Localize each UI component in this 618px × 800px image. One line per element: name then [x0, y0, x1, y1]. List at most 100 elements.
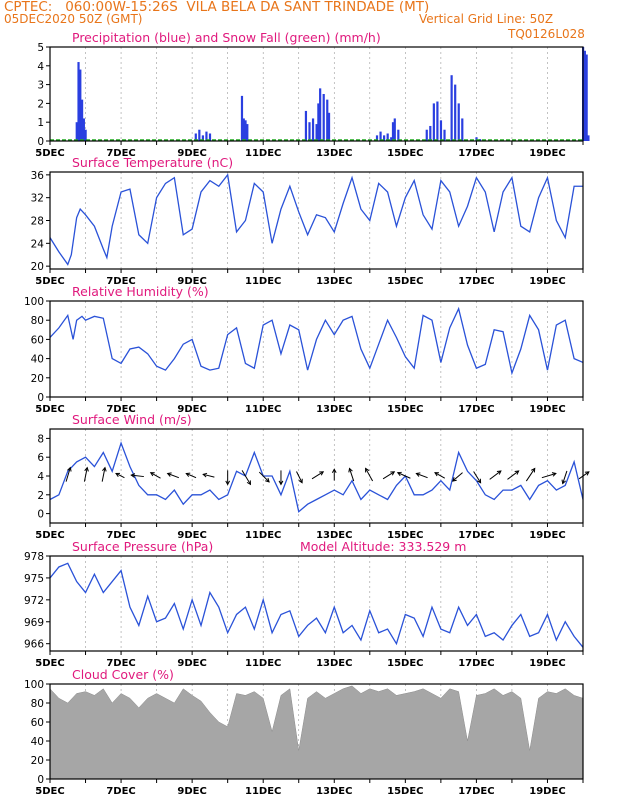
y-tick-label: 36	[31, 170, 45, 182]
y-tick-label: 8	[37, 433, 44, 445]
precip-bar	[240, 95, 244, 141]
x-tick-label: 17DEC	[458, 658, 494, 669]
x-tick-label: 17DEC	[458, 148, 494, 159]
header-location: CPTEC: 060:00W-15:26S VILA BELA DA SANT …	[4, 0, 430, 15]
y-tick-label: 2	[37, 98, 44, 110]
wind-arrowhead	[396, 471, 402, 477]
x-tick-label: 13DEC	[316, 276, 352, 287]
precip-bar	[327, 112, 331, 141]
precip-bar	[242, 118, 245, 141]
precip-bar	[80, 99, 84, 141]
wind-arrow	[452, 472, 463, 482]
y-tick-label: 4	[37, 471, 44, 483]
x-tick-label: 15DEC	[387, 148, 423, 159]
wind-arrowhead	[278, 480, 284, 486]
wind-arrowhead	[390, 471, 396, 476]
precip-bar	[246, 124, 249, 141]
x-tick-label: 9DEC	[177, 276, 206, 287]
wind-arrowhead	[365, 467, 370, 473]
y-tick-label: 0	[37, 509, 44, 521]
y-tick-label: 972	[24, 595, 44, 607]
x-tick-label: 11DEC	[245, 276, 281, 287]
wind-arrow	[434, 472, 446, 479]
wind-arrow	[382, 471, 395, 480]
y-tick-label: 0	[37, 136, 44, 148]
x-tick-label: 19DEC	[529, 530, 565, 541]
wind-arrow	[241, 470, 251, 485]
x-tick-label: 5DEC	[35, 404, 64, 415]
precip-bar	[315, 124, 318, 141]
precip-bar	[583, 50, 586, 142]
precip-bar	[461, 118, 464, 141]
x-tick-label: 5DEC	[35, 148, 64, 159]
wind-arrowhead	[84, 466, 89, 472]
precip-bar	[432, 103, 435, 141]
wind-arrowhead	[496, 470, 502, 475]
wind-arrow	[83, 467, 88, 482]
precip-bar	[478, 139, 482, 141]
y-tick-label: 1	[37, 117, 44, 129]
wind-arrow	[349, 468, 355, 482]
x-tick-label: 13DEC	[316, 404, 352, 415]
y-tick-label: 20	[31, 261, 44, 273]
precip-bar	[308, 122, 311, 141]
x-tick-label: 7DEC	[106, 148, 135, 159]
x-tick-label: 13DEC	[316, 658, 352, 669]
wind-arrowhead	[298, 478, 303, 484]
precip-bar	[322, 94, 325, 141]
x-tick-label: 13DEC	[316, 530, 352, 541]
header-datetime: 05DEC2020 50Z (GMT)	[4, 12, 143, 26]
x-tick-label: 15DEC	[387, 276, 423, 287]
y-tick-label: 60	[31, 717, 44, 729]
wind-arrowhead	[551, 472, 557, 477]
rh-plot-frame	[49, 300, 584, 398]
x-tick-label: 19DEC	[529, 658, 565, 669]
wind-arrowhead	[348, 467, 353, 473]
y-tick-label: 80	[31, 698, 44, 710]
wind-arrowhead	[67, 466, 72, 472]
y-tick-label: 0	[37, 392, 44, 404]
x-tick-label: 13DEC	[316, 786, 352, 797]
wind-arrow	[186, 473, 197, 479]
precip-bar	[397, 129, 400, 141]
precip-bar	[79, 69, 82, 141]
x-tick-label: 19DEC	[529, 786, 565, 797]
wind-arrowhead	[331, 468, 337, 474]
wind-arrow	[131, 474, 144, 478]
x-tick-label: 11DEC	[245, 148, 281, 159]
precip-bar	[443, 129, 446, 141]
y-tick-label: 2	[37, 490, 44, 502]
y-tick-label: 24	[31, 238, 45, 250]
precip-bar	[77, 62, 80, 141]
precip-bar	[393, 118, 396, 141]
cloud-cover-area	[49, 685, 584, 780]
y-tick-label: 20	[31, 373, 44, 385]
y-tick-label: 6	[37, 452, 44, 464]
precip-bar	[198, 129, 201, 141]
wind-arrowhead	[476, 478, 482, 484]
precip-bar	[429, 125, 432, 141]
temp-plot-frame	[49, 171, 584, 270]
wind-arrowhead	[514, 470, 520, 475]
wind-arrowhead	[561, 479, 566, 485]
header-run-id: TQ0126L028	[508, 27, 585, 41]
x-tick-label: 19DEC	[529, 276, 565, 287]
precip-bar	[194, 133, 197, 141]
x-tick-label: 11DEC	[245, 404, 281, 415]
precip-bar	[379, 131, 382, 141]
wind-arrow	[397, 472, 411, 479]
x-tick-label: 11DEC	[245, 530, 281, 541]
y-tick-label: 100	[24, 296, 44, 308]
wind-arrow	[65, 467, 71, 482]
precip-bar	[450, 75, 453, 141]
x-tick-label: 13DEC	[316, 148, 352, 159]
precip-bar	[84, 129, 87, 141]
x-tick-label: 7DEC	[106, 404, 135, 415]
wind-arrowhead	[451, 477, 457, 482]
y-tick-label: 80	[31, 315, 44, 327]
wind-arrow	[507, 470, 519, 480]
x-tick-label: 9DEC	[177, 786, 206, 797]
x-tick-label: 15DEC	[387, 658, 423, 669]
wind-arrow	[541, 473, 557, 479]
wind-arrowhead	[319, 471, 325, 476]
